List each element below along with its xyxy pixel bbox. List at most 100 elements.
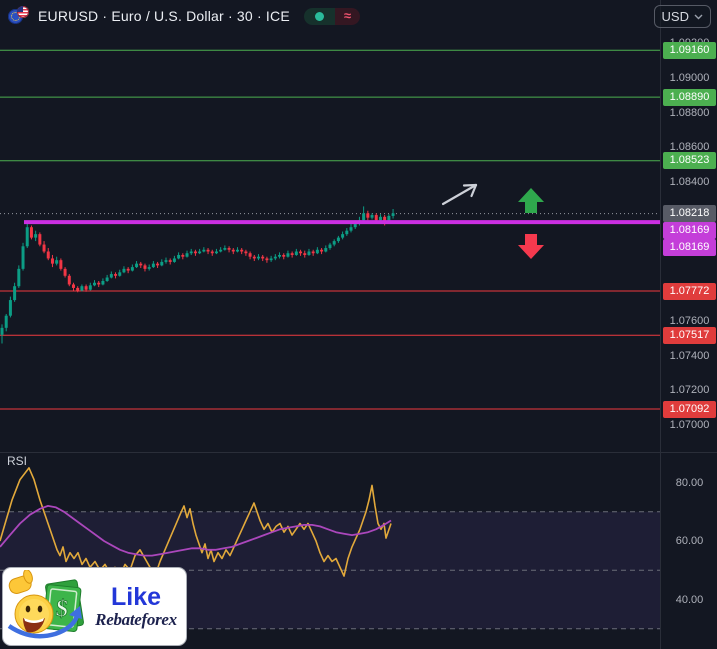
candle-body [248,253,252,257]
up-arrow-marker[interactable] [518,188,544,213]
pane-separator[interactable] [0,452,717,453]
candle-body [101,280,105,285]
candle-body [315,249,319,254]
market-open-icon[interactable] [303,7,335,25]
rsi-line[interactable] [0,467,392,577]
candle-body [273,256,277,259]
candle-body [151,263,155,268]
candle-body [244,251,248,254]
price-badge-support[interactable]: 1.07772 [663,282,716,300]
candle-body [278,254,282,257]
price-tick-label: 1.07200 [669,384,710,397]
candle-body [353,223,357,228]
watermark-title: Like [110,582,162,611]
candle-body [311,251,315,254]
trend-arrow-drawing[interactable] [441,183,478,206]
rsi-tick-label: 80.00 [675,476,704,489]
price-badge-resistance[interactable]: 1.08523 [663,152,716,170]
rsi-ma-line[interactable] [0,505,392,557]
candle-body [80,286,84,291]
candle-body [38,234,42,245]
rebateforex-watermark: $ Like Rebateforex [2,567,187,646]
candle-body [63,268,67,276]
candle-body [252,256,256,259]
candle-body [210,251,214,254]
down-arrow-marker[interactable] [518,234,544,259]
price-badge-support[interactable]: 1.07517 [663,326,716,344]
candle-body [193,251,197,254]
rsi-tick-label: 40.00 [675,593,704,606]
eurusd-flag-icon [8,6,30,26]
candle-body [370,215,374,218]
chevron-down-icon [694,14,703,19]
price-tick-label: 1.07400 [669,349,710,362]
price-badge-support[interactable]: 1.07092 [663,400,716,418]
candle-body [332,241,336,245]
candle-body [172,258,176,262]
candle-body [231,249,235,252]
market-status-pill: ≈ [303,7,360,25]
main-chart-pane[interactable] [0,0,660,452]
price-tick-label: 1.08600 [669,141,710,154]
rsi-tick-label: 60.00 [675,535,704,547]
candle-body [17,268,21,287]
candle-body [378,216,382,221]
candle-body [109,274,113,278]
candle-body [383,216,387,222]
candle-body [374,215,378,221]
candle-body [290,253,294,255]
symbol-title[interactable]: EURUSD · Euro / U.S. Dollar · 30 · ICE [38,8,290,24]
svg-text:$: $ [55,595,70,622]
candlesticks [0,206,395,344]
candle-body [345,230,349,235]
price-scale[interactable]: 1.092001.090001.088001.086001.084001.076… [660,0,717,649]
candle-body [294,251,298,255]
candle-body [261,256,265,259]
candle-body [202,249,206,252]
candle-body [160,261,164,266]
candle-body [341,234,345,238]
delayed-data-icon[interactable]: ≈ [334,7,360,25]
candle-body [76,287,80,291]
candle-body [105,277,109,281]
candle-body [185,253,189,257]
candle-body [206,249,210,252]
candle-body [42,244,46,252]
currency-dropdown[interactable]: USD [653,5,711,28]
candle-body [25,227,29,247]
candle-body [336,237,340,242]
candle-body [362,213,366,221]
candle-body [8,300,12,316]
candle-body [114,274,118,276]
candle-body [147,267,151,269]
candle-body [164,260,168,262]
price-badge-resistance[interactable]: 1.09160 [663,41,716,59]
candle-body [181,254,185,257]
price-badge-resistance[interactable]: 1.08890 [663,88,716,106]
price-tick-label: 1.08400 [669,176,710,189]
candle-body [50,258,54,264]
candle-body [88,285,92,290]
price-tick-label: 1.08800 [669,106,710,119]
candle-body [34,234,38,238]
candle-body [84,286,88,290]
candle-body [59,260,63,269]
price-tick-label: 1.07600 [669,314,710,327]
candle-body [4,315,8,328]
candle-body [156,263,160,266]
candle-body [257,256,261,259]
price-badge-entry[interactable]: 1.08169 [663,239,716,257]
candle-body [227,248,231,250]
candle-body [177,254,181,259]
candle-body [282,254,286,257]
price-badge-entry[interactable]: 1.08169 [663,222,716,240]
candle-body [122,268,126,273]
candle-body [0,327,4,335]
currency-dropdown-label: USD [661,9,689,24]
price-tick-label: 1.07000 [669,419,710,431]
candle-body [366,213,370,218]
symbol-legend[interactable]: EURUSD · Euro / U.S. Dollar · 30 · ICE ≈ [8,6,360,26]
trend-arrow-head [462,183,478,187]
candle-body [303,253,307,255]
candle-body [13,286,17,301]
